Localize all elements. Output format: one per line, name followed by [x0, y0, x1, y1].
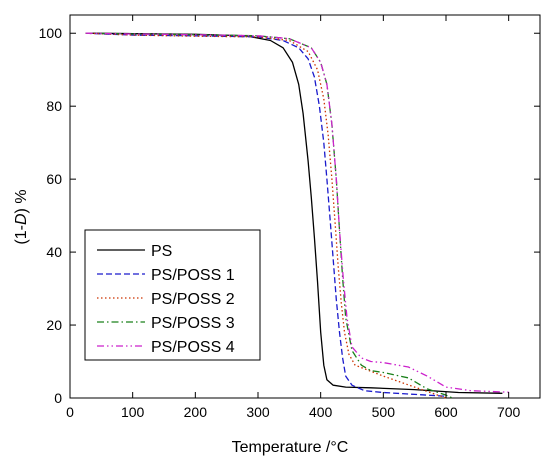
legend-label-2: PS/POSS 1 [151, 267, 235, 284]
ticks-layer: 0 100 200 300 400 500 600 700 0 20 40 60 80 100 [39, 15, 540, 420]
y-axis-title-prefix: (1- [13, 225, 30, 245]
y-tick-label: 0 [54, 390, 62, 406]
x-axis-title: Temperature /°C [232, 439, 349, 456]
y-tick-label: 20 [46, 317, 62, 333]
series-line-5 [85, 32, 509, 393]
x-tick-label: 0 [66, 404, 74, 420]
legend-box [84, 229, 261, 361]
series-layer [85, 32, 509, 399]
plot-frame [69, 14, 541, 399]
y-tick-label: 100 [39, 25, 63, 41]
x-tick-label: 500 [372, 404, 396, 420]
plot-area [69, 14, 541, 399]
x-tick-label: 400 [309, 404, 333, 420]
y-axis-title-suffix: ) % [13, 189, 30, 213]
x-tick-label: 200 [184, 404, 208, 420]
y-tick-label: 80 [46, 98, 62, 114]
y-tick-label: 60 [46, 171, 62, 187]
legend: PS PS/POSS 1 PS/POSS 2 PS/POSS 3 PS/POSS 4 [84, 229, 261, 361]
x-tick-label: 600 [434, 404, 458, 420]
legend-label-5: PS/POSS 4 [151, 339, 235, 356]
y-tick-label: 40 [46, 244, 62, 260]
x-tick-label: 700 [497, 404, 521, 420]
y-axis-title: (1-D) % [13, 189, 30, 244]
x-tick-label: 100 [121, 404, 145, 420]
legend-label-1: PS [151, 243, 172, 260]
legend-label-3: PS/POSS 2 [151, 291, 235, 308]
y-axis-title-italic: D [13, 213, 30, 225]
legend-label-4: PS/POSS 3 [151, 315, 235, 332]
x-tick-label: 300 [246, 404, 270, 420]
